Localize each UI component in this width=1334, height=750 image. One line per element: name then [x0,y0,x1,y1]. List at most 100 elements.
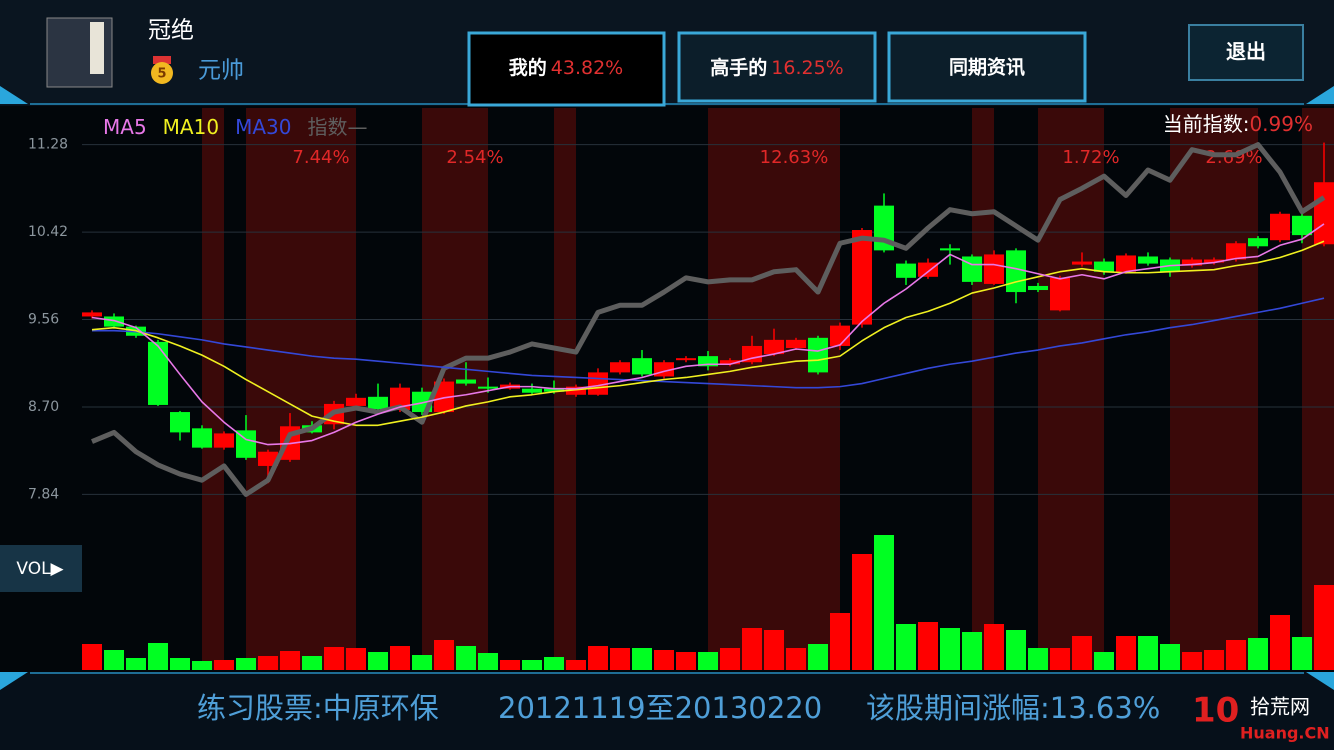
volume-bar [390,646,410,670]
candle-body [1226,243,1246,260]
volume-bar [500,660,520,670]
series-line [91,223,1325,446]
volume-bar [720,648,740,670]
volume-button[interactable] [0,545,82,592]
series-line [91,142,1326,497]
candle-body [192,428,212,448]
candle-body [940,248,960,251]
candle-body [544,388,564,392]
volume-bar [368,652,388,670]
holding-band [202,108,224,670]
volume-bar [1094,652,1114,670]
y-tick-label: 11.28 [28,137,68,153]
volume-button-label[interactable]: VOL▶ [16,559,64,579]
volume-bar [126,658,146,670]
candle-body [720,360,740,365]
header-bar [0,0,1334,105]
tab-label[interactable]: 高手的 [710,56,767,79]
tab-news-label[interactable]: 同期资讯 [949,56,1025,79]
legend-entry: 指数— [307,115,367,139]
volume-bar [456,646,476,670]
candle-body [434,381,454,413]
candle-body [148,341,168,405]
volume-bar [742,628,762,670]
volume-bar [258,656,278,670]
volume-bar [566,660,586,670]
volume-bar [1248,638,1268,670]
exit-label[interactable]: 退出 [1226,40,1266,64]
candle-body [610,362,630,373]
frame-corner [1306,86,1334,104]
volume-bar [1270,615,1290,670]
candle-body [1094,261,1114,272]
legend-entry: MA30 [235,115,291,139]
candle-body [522,388,542,393]
series-line [92,297,1325,389]
candle-body [808,337,828,373]
volume-bar [478,653,498,670]
tab-label[interactable]: 我的 [509,56,547,79]
candle-body [1182,259,1202,266]
frame-corner [0,86,28,104]
candle-body [82,312,102,317]
tab-experts[interactable] [677,31,877,103]
volume-bar [698,652,718,670]
volume-bar [610,648,630,670]
volume-bar [896,624,916,670]
tab-value[interactable]: 16.25% [771,57,843,79]
footer-change: 该股期间涨幅:13.63% [866,691,1160,725]
volume-bar [1138,636,1158,670]
exit-button[interactable] [1188,24,1304,81]
user-name: 冠绝 [148,18,194,44]
volume-bar [302,656,322,670]
volume-bar [1160,644,1180,670]
current-index: 当前指数:0.99% [1163,112,1313,136]
current-index-value: 0.99% [1249,112,1313,136]
volume-bar [962,632,982,670]
volume-bar [192,661,212,670]
footer-stock: 练习股票:中原环保 [197,691,439,725]
candle-body [346,397,366,406]
candle-body [632,358,652,375]
candle-body [742,345,762,363]
frame-corner [0,672,28,690]
candle-body [1072,261,1092,265]
volume-bar [1006,630,1026,670]
candle-body [170,412,190,433]
volume-bar [918,622,938,670]
volume-bar [852,554,872,670]
volume-bar [1050,648,1070,670]
volume-bar [1072,636,1092,670]
volume-bar [170,658,190,670]
holding-return-label: 2.54% [446,147,503,168]
candle-body [830,325,850,346]
candle-body [1006,250,1026,293]
volume-bar [654,650,674,670]
tab-mine[interactable] [467,31,666,107]
volume-bar [676,652,696,670]
rank-title: 元帅 [198,58,244,84]
candle-body [1028,285,1048,291]
candle-body [478,386,498,389]
y-tick-label: 10.42 [28,224,68,240]
footer-period: 20121119至20130220 [498,691,822,725]
medal [151,62,173,84]
legend: MA5 MA10 MA30 指数— [103,115,367,139]
rank-badge: 5 [157,67,166,82]
tab-experts-label[interactable]: 高手的 16.25% [710,56,843,79]
volume-bar [808,644,828,670]
tab-value[interactable]: 43.82% [551,57,623,79]
volume-bar [1182,652,1202,670]
tab-mine-label[interactable]: 我的 43.82% [509,56,623,79]
candle-body [1204,259,1224,263]
legend-entry: MA5 [103,115,147,139]
volume-bar [324,647,344,670]
tab-news[interactable] [887,31,1087,103]
volume-bar [236,658,256,670]
candle-body [896,263,916,278]
volume-bar [104,650,124,670]
volume-bar [412,655,432,670]
holding-return-label: 2.69% [1205,147,1262,168]
candle-body [368,396,388,410]
candle-body [236,430,256,458]
